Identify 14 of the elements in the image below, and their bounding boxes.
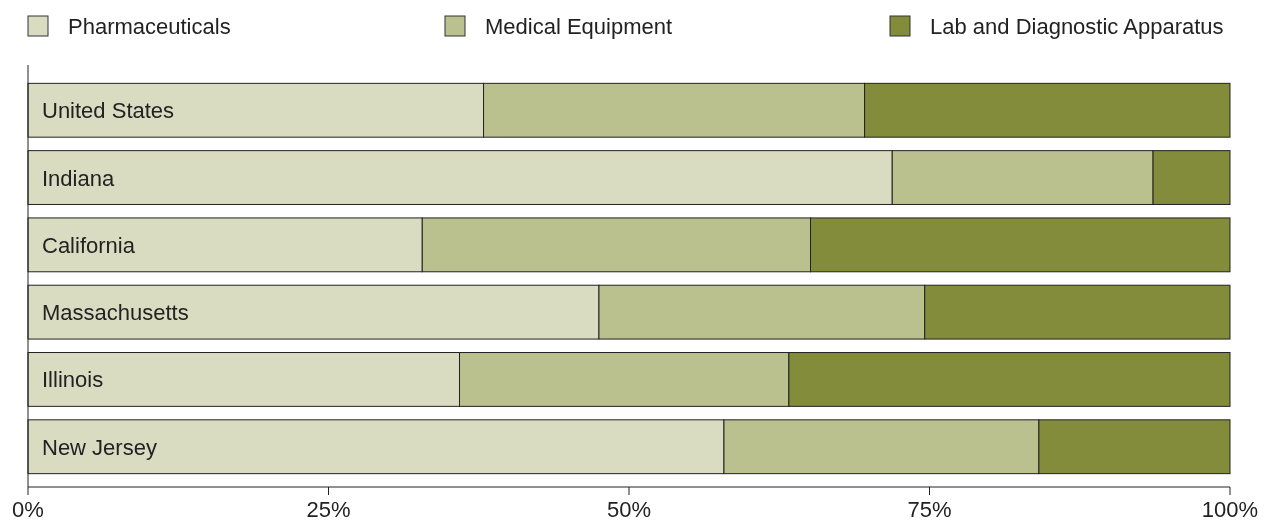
text: Pharmaceuticals: [68, 14, 231, 39]
y-tick-label: Indiana: [42, 165, 115, 191]
legend-label: Medical Equipment: [485, 14, 673, 39]
y-tick-label: California: [42, 232, 136, 258]
x-tick-label: 50%: [606, 497, 652, 522]
y-tick-label: New Jersey: [42, 434, 157, 460]
x-tick-label: 25%: [306, 497, 351, 522]
x-tick-label: 100%: [1201, 497, 1259, 522]
legend-label: Lab and Diagnostic Apparatus: [930, 14, 1224, 39]
x-tick-label: 75%: [907, 497, 952, 522]
y-tick-label: Illinois: [42, 367, 104, 393]
y-tick-label: United States: [42, 98, 175, 124]
y-tick-label: Massachusetts: [42, 300, 189, 326]
x-tick-label: 0%: [12, 497, 44, 522]
